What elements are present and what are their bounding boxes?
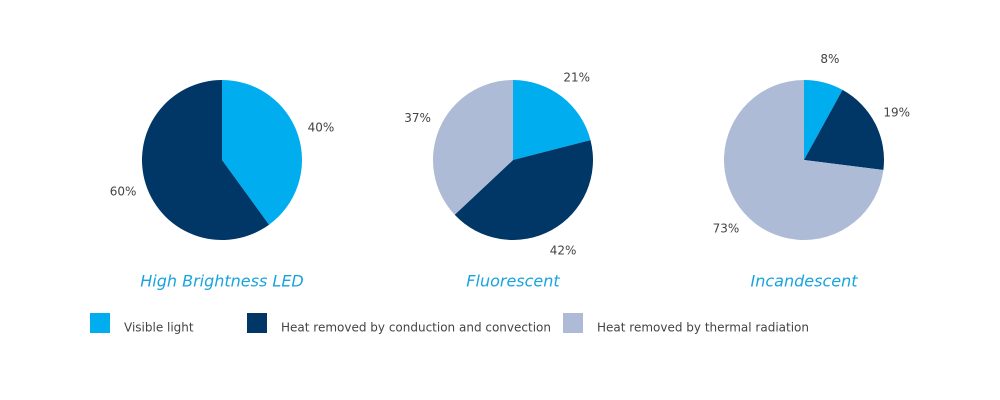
legend-swatch bbox=[90, 313, 110, 333]
pie-slice bbox=[804, 89, 885, 171]
legend-label: Visible light bbox=[124, 321, 194, 335]
pie-slice bbox=[513, 80, 591, 160]
pie-slice bbox=[433, 80, 513, 215]
pie-title: Fluorescent bbox=[466, 272, 560, 291]
legend-label: Heat removed by conduction and convectio… bbox=[281, 321, 551, 335]
pie-slice bbox=[724, 80, 884, 240]
pie-title: High Brightness LED bbox=[140, 272, 304, 291]
pie-slice bbox=[804, 80, 843, 160]
pie-slice bbox=[454, 140, 593, 240]
slice-label: 42% bbox=[550, 244, 577, 258]
slice-label: 37% bbox=[404, 111, 431, 125]
slice-label: 8% bbox=[820, 52, 839, 66]
pie-slice bbox=[222, 80, 302, 225]
slice-label: 19% bbox=[883, 105, 910, 119]
legend-swatch bbox=[563, 313, 583, 333]
slice-label: 21% bbox=[563, 70, 590, 84]
slice-label: 73% bbox=[713, 221, 740, 235]
pie-title: Incandescent bbox=[751, 272, 859, 291]
slice-label: 60% bbox=[110, 185, 137, 199]
pie-slice bbox=[141, 80, 270, 240]
legend-label: Heat removed by thermal radiation bbox=[597, 321, 809, 335]
legend-swatch bbox=[247, 313, 267, 333]
slice-label: 40% bbox=[308, 120, 335, 134]
